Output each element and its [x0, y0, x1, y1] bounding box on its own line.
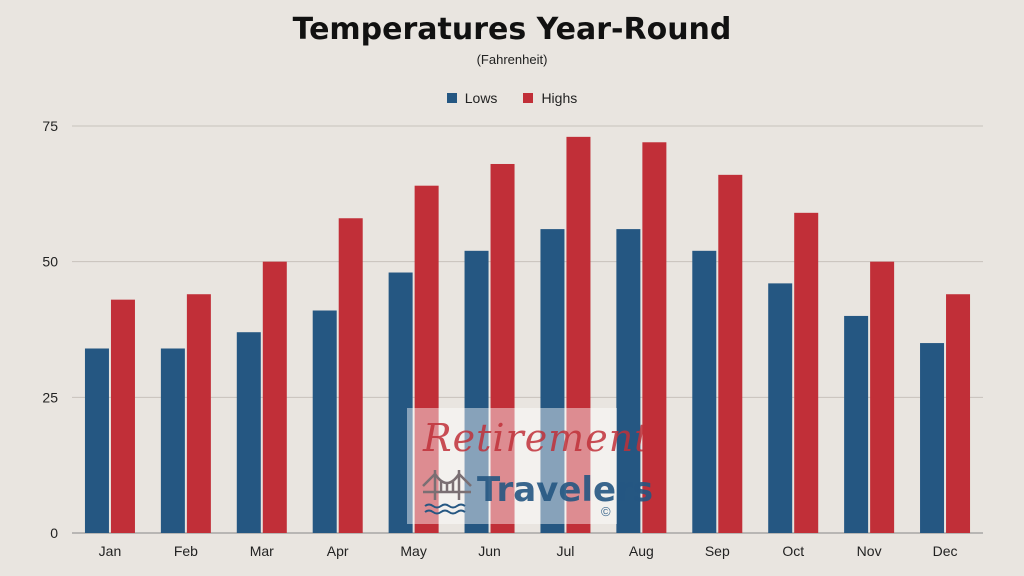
watermark-line2: Travelers	[477, 470, 654, 510]
legend-label-lows: Lows	[464, 90, 498, 106]
bar-lows-dec	[920, 343, 945, 533]
bridge-icon	[422, 470, 472, 515]
legend-item-lows: Lows	[446, 90, 498, 106]
x-tick-label: Jan	[99, 543, 122, 559]
chart-subtitle: (Fahrenheit)	[476, 52, 548, 67]
bar-highs-mar	[262, 261, 287, 533]
x-tick-label: Jul	[557, 543, 575, 559]
bar-lows-feb	[160, 348, 185, 533]
watermark-logo: Retirement Travelers ©	[407, 408, 653, 524]
y-tick-label: 50	[42, 254, 58, 270]
x-tick-label: Jun	[478, 543, 501, 559]
bar-lows-sep	[692, 250, 717, 533]
bar-lows-mar	[236, 332, 261, 533]
bar-lows-may	[388, 272, 413, 533]
x-tick-label: Oct	[782, 543, 804, 559]
legend-swatch-highs	[523, 93, 534, 103]
bar-lows-jan	[84, 348, 109, 533]
legend-item-highs: Highs	[523, 90, 577, 106]
bar-lows-apr	[312, 310, 337, 533]
x-tick-label: Nov	[857, 543, 882, 559]
bar-highs-sep	[718, 174, 743, 533]
bar-highs-apr	[338, 218, 363, 533]
legend-swatch-lows	[446, 93, 457, 103]
y-tick-label: 0	[50, 525, 58, 541]
bar-lows-aug	[616, 229, 641, 533]
bar-highs-nov	[870, 261, 895, 533]
bar-lows-jul	[540, 229, 565, 533]
copyright-symbol: ©	[601, 504, 611, 519]
bar-lows-jun	[464, 250, 489, 533]
bar-highs-aug	[642, 142, 667, 533]
x-tick-label: May	[400, 543, 426, 559]
bar-highs-oct	[794, 212, 819, 533]
y-tick-label: 25	[42, 389, 58, 405]
x-tick-label: Feb	[174, 543, 198, 559]
bar-highs-dec	[946, 294, 971, 533]
bar-highs-jun	[490, 163, 515, 533]
bar-highs-feb	[186, 294, 211, 533]
y-tick-label: 75	[42, 118, 58, 134]
x-tick-label: Aug	[629, 543, 654, 559]
watermark-line1: Retirement	[423, 416, 651, 460]
chart-title: Temperatures Year-Round	[292, 12, 732, 47]
legend-label-highs: Highs	[541, 90, 578, 106]
chart-legend: Lows Highs	[0, 90, 1024, 106]
x-tick-label: Dec	[933, 543, 958, 559]
x-tick-label: Sep	[705, 543, 730, 559]
bar-highs-jan	[110, 299, 135, 533]
bar-lows-oct	[768, 283, 793, 533]
bar-lows-nov	[844, 315, 869, 533]
x-tick-label: Mar	[250, 543, 274, 559]
bar-highs-jul	[566, 136, 591, 533]
x-tick-label: Apr	[327, 543, 349, 559]
